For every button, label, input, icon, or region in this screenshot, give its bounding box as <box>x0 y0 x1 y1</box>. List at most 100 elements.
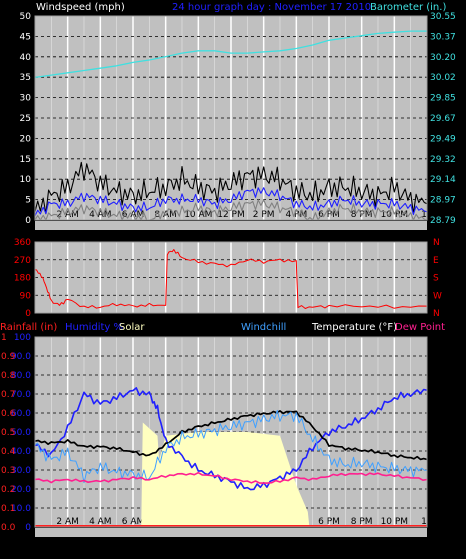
rainfall-tick: 0.6 <box>1 409 16 419</box>
temperature-tick: 89 <box>452 333 464 343</box>
humidity-line <box>34 387 428 491</box>
windspeed-tick: 15 <box>20 155 31 165</box>
temperature-tick: 27 <box>452 447 463 457</box>
barometer-axis-label: Barometer (in.) <box>370 2 446 13</box>
windspeed-tick: 0 <box>25 216 31 226</box>
temperature-tick: 58 <box>452 390 464 400</box>
temperature-tick: -5 <box>452 504 461 514</box>
time-tick-label: 4 PM <box>285 210 307 220</box>
temperature-tick: -15 <box>452 523 466 533</box>
barometer-tick: 29.32 <box>430 155 456 165</box>
barometer-tick: 30.37 <box>430 32 456 42</box>
humidity-tick: 90.0 <box>11 352 31 362</box>
windspeed-line-windspeed_min <box>34 199 428 221</box>
dewpoint-legend-label: Dew Point <box>395 322 445 333</box>
humidity-legend-label: Humidity % <box>65 322 123 333</box>
windspeed-axis-label: Windspeed (mph) <box>36 2 125 13</box>
time-tick-label: 4 AM <box>89 210 112 220</box>
time-end-label: 1 <box>421 517 427 527</box>
barometer-tick: 30.55 <box>430 12 456 22</box>
barometer-tick: 29.85 <box>430 94 456 104</box>
direction-tick: 90 <box>20 291 32 301</box>
windspeed-tick: 20 <box>20 134 32 144</box>
windspeed-line-windspeed_max <box>34 161 428 215</box>
time-end-label: 1 <box>421 210 427 220</box>
sun-strip <box>35 528 427 537</box>
temperature-tick: 6 <box>452 485 458 495</box>
humidity-tick: 40.0 <box>11 447 31 457</box>
humidity-tick: 70.0 <box>11 390 31 400</box>
rainfall-tick: 0.7 <box>1 390 15 400</box>
rainfall-tick: 0.1 <box>1 504 15 514</box>
windspeed-tick: 35 <box>20 73 31 83</box>
humidity-tick: 100 <box>14 333 31 343</box>
plot-border-1 <box>34 15 428 221</box>
time-tick-label: 2 AM <box>56 210 79 220</box>
time-tick-label: 10 PM <box>381 517 409 527</box>
windspeed-line-windspeed_avg <box>34 187 428 217</box>
humidity-tick: 80.0 <box>11 371 31 381</box>
rainfall-tick: 0.2 <box>1 485 15 495</box>
temperature-tick: 68 <box>452 371 464 381</box>
direction-tick: 180 <box>14 274 31 284</box>
direction-tick: 0 <box>25 309 31 319</box>
wind-direction-line <box>34 249 428 309</box>
rainfall-tick: 0.3 <box>1 466 15 476</box>
humidity-tick: 60.0 <box>11 409 31 419</box>
plot-border-2 <box>34 241 428 314</box>
sun-strip <box>35 221 427 230</box>
temperature-tick: 37 <box>452 428 463 438</box>
time-tick-label: 6 PM <box>318 517 340 527</box>
time-tick-label: 10 PM <box>381 210 409 220</box>
dewpoint-line <box>34 471 428 484</box>
compass-tick: S <box>433 274 439 284</box>
windspeed-tick: 5 <box>25 196 31 206</box>
windspeed-tick: 10 <box>20 175 32 185</box>
windspeed-tick: 50 <box>20 12 32 22</box>
direction-tick: 270 <box>14 256 31 266</box>
solar-area <box>35 422 427 527</box>
barometer-tick: 30.20 <box>430 53 456 63</box>
windspeed-tick: 30 <box>20 94 32 104</box>
rainfall-tick: 0.0 <box>1 523 16 533</box>
windchill-line <box>34 409 428 484</box>
temperature-legend-label: Temperature (°F) <box>311 322 397 333</box>
temperature-tick: 16 <box>452 466 464 476</box>
humidity-tick: 30.0 <box>11 466 31 476</box>
solar-legend-label: Solar <box>119 322 145 333</box>
time-tick-label: 6 AM <box>122 517 145 527</box>
rainfall-tick: 0.4 <box>1 447 16 457</box>
windspeed-tick: 25 <box>20 114 31 124</box>
time-tick-label: 2 PM <box>253 210 275 220</box>
rainfall-tick: 1 <box>1 333 7 343</box>
time-tick-label: 6 PM <box>318 210 340 220</box>
compass-tick: E <box>433 256 439 266</box>
time-tick-label: 12 PM <box>217 210 245 220</box>
humidity-tick: 20.0 <box>11 485 31 495</box>
graph-title: 24 hour graph day : November 17 2010 <box>172 2 371 13</box>
temperature-line <box>34 410 428 461</box>
barometer-tick: 29.67 <box>430 114 456 124</box>
barometer-tick: 29.49 <box>430 134 456 144</box>
humidity-tick: 0 <box>25 523 31 533</box>
rainfall-tick: 0.9 <box>1 352 16 362</box>
temperature-tick: 79 <box>452 352 464 362</box>
direction-tick: 360 <box>14 238 31 248</box>
temperature-tick: 47 <box>452 409 463 419</box>
time-tick-label: 10 AM <box>184 210 212 220</box>
compass-tick: N <box>433 238 440 248</box>
barometer-line <box>34 30 427 79</box>
windchill-legend-label: Windchill <box>241 322 286 333</box>
barometer-tick: 30.02 <box>430 73 456 83</box>
time-tick-label: 2 AM <box>56 517 79 527</box>
compass-tick: N <box>433 309 440 319</box>
barometer-tick: 28.97 <box>430 196 456 206</box>
windspeed-tick: 45 <box>20 32 31 42</box>
plot-border-3 <box>34 336 428 528</box>
rainfall-axis-label: Rainfall (in) <box>0 322 57 333</box>
rainfall-tick: 0.5 <box>1 428 15 438</box>
compass-tick: W <box>433 291 442 301</box>
humidity-tick: 10.0 <box>11 504 31 514</box>
